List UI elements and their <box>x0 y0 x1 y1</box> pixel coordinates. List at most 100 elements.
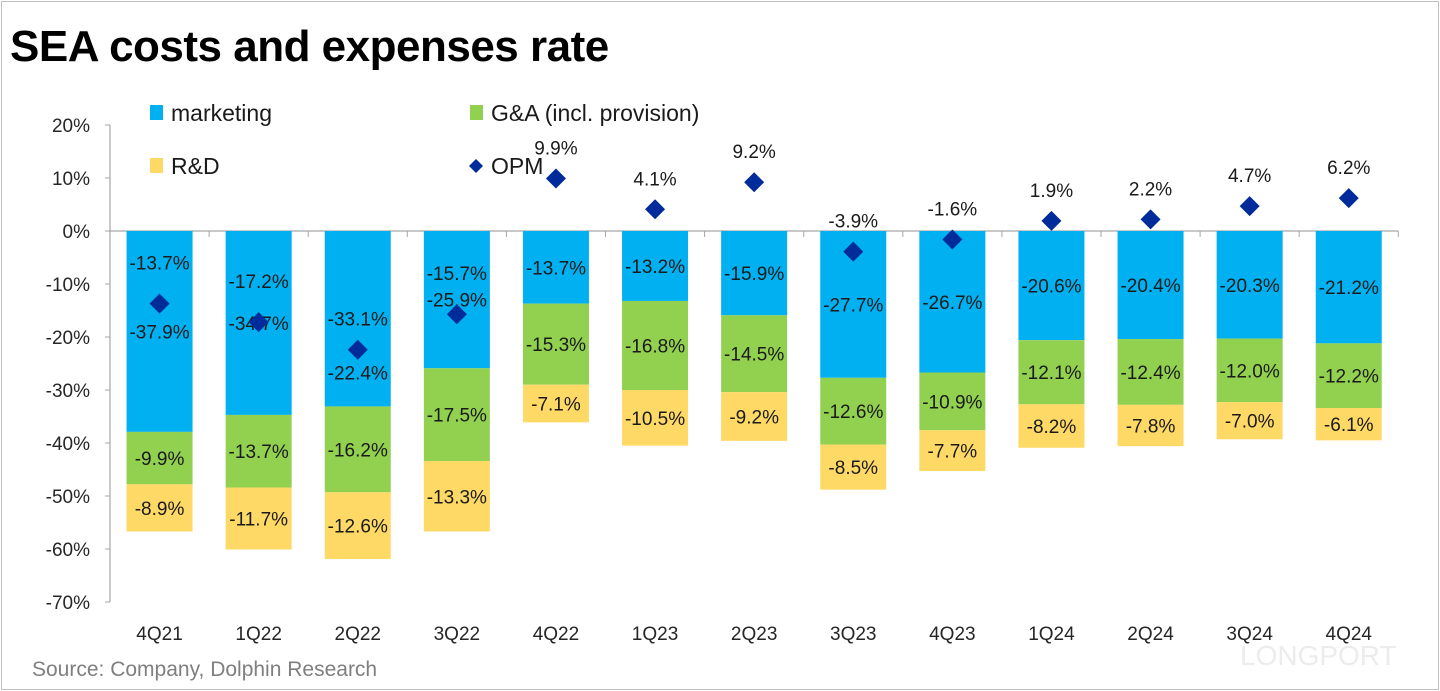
legend-label: OPM <box>491 153 543 179</box>
opm-label: -15.7% <box>427 264 487 285</box>
x-tick-label: 1Q24 <box>1028 624 1075 645</box>
y-tick-label: -40% <box>46 434 90 455</box>
data-label: -21.2% <box>1319 278 1379 299</box>
bar-marketing-4Q24 <box>1315 231 1382 344</box>
bar-rd-4Q21 <box>126 484 193 532</box>
data-label: -7.8% <box>1126 417 1176 438</box>
opm-label: 9.2% <box>732 142 775 163</box>
data-label: -15.9% <box>724 264 784 285</box>
watermark-logo: LONGPORT <box>1240 640 1397 671</box>
data-label: -8.9% <box>135 499 185 520</box>
bar-marketing-2Q23 <box>721 231 788 316</box>
bar-rd-1Q23 <box>622 390 689 446</box>
opm-marker-1Q22 <box>248 312 269 333</box>
x-tick-label: 2Q22 <box>335 624 381 645</box>
data-label: -17.5% <box>427 406 487 427</box>
x-tick-label: 4Q23 <box>929 624 975 645</box>
bar-ga-4Q24 <box>1315 343 1382 409</box>
data-label: -26.7% <box>922 293 982 314</box>
data-label: -13.2% <box>625 257 685 278</box>
opm-marker-4Q23 <box>942 229 963 250</box>
x-tick-label: 3Q23 <box>830 624 876 645</box>
opm-label: -22.4% <box>328 364 388 385</box>
data-label: -16.8% <box>625 336 685 357</box>
legend-label: R&D <box>171 153 220 179</box>
y-tick-label: 0% <box>63 222 91 243</box>
opm-marker-2Q23 <box>744 172 765 193</box>
legend-swatch <box>469 159 483 173</box>
opm-marker-4Q21 <box>149 293 170 314</box>
bar-rd-4Q24 <box>1315 408 1382 441</box>
data-label: -8.5% <box>828 458 878 479</box>
data-label: -9.9% <box>135 449 185 470</box>
legend-swatch <box>470 105 483 120</box>
data-label: -10.5% <box>625 409 685 430</box>
opm-label: 4.7% <box>1228 166 1271 187</box>
data-label: -13.7% <box>229 442 289 463</box>
legend-swatch <box>150 158 163 173</box>
bar-rd-3Q24 <box>1216 402 1283 440</box>
data-label: -12.1% <box>1021 363 1081 384</box>
data-label: -16.2% <box>328 440 388 461</box>
bar-ga-1Q23 <box>622 300 689 390</box>
bar-rd-4Q23 <box>919 430 986 472</box>
data-label: -12.6% <box>328 517 388 538</box>
opm-marker-1Q24 <box>1041 210 1062 231</box>
legend-label: G&A (incl. provision) <box>491 100 699 126</box>
bar-ga-1Q24 <box>1018 340 1085 405</box>
bar-ga-2Q24 <box>1117 339 1184 405</box>
data-label: -6.1% <box>1324 415 1374 436</box>
bar-ga-3Q24 <box>1216 338 1283 403</box>
data-label: -13.7% <box>526 258 586 279</box>
bar-rd-4Q22 <box>522 384 589 423</box>
opm-marker-2Q24 <box>1140 209 1161 230</box>
bar-rd-3Q22 <box>423 461 490 532</box>
x-tick-label: 3Q24 <box>1226 624 1273 645</box>
bar-ga-3Q23 <box>820 377 887 445</box>
bar-rd-3Q23 <box>820 444 887 490</box>
y-tick-label: 20% <box>52 116 90 137</box>
opm-marker-4Q22 <box>545 168 566 189</box>
data-label: -15.3% <box>526 335 586 356</box>
opm-label: 6.2% <box>1327 158 1370 179</box>
data-label: -25.9% <box>427 291 487 312</box>
opm-marker-3Q23 <box>843 241 864 262</box>
bar-marketing-3Q22 <box>423 231 490 369</box>
y-tick-label: -20% <box>46 328 90 349</box>
bar-marketing-4Q22 <box>522 231 589 304</box>
y-tick-label: -70% <box>46 593 90 614</box>
opm-label: 4.1% <box>633 169 676 190</box>
bar-ga-4Q22 <box>522 303 589 385</box>
data-label: -10.9% <box>922 392 982 413</box>
data-label: -11.7% <box>229 510 288 531</box>
data-label: -33.1% <box>328 310 388 331</box>
data-label: -9.2% <box>729 408 779 429</box>
bar-marketing-2Q24 <box>1117 231 1184 340</box>
opm-label: -13.7% <box>129 254 189 275</box>
bar-ga-3Q22 <box>423 368 490 462</box>
x-tick-label: 3Q22 <box>434 624 480 645</box>
x-tick-label: 1Q23 <box>632 624 678 645</box>
opm-marker-1Q23 <box>645 199 666 220</box>
source-note: Source: Company, Dolphin Research <box>32 658 378 681</box>
bar-rd-2Q22 <box>324 492 391 560</box>
y-tick-label: -60% <box>46 540 90 561</box>
bar-marketing-3Q24 <box>1216 231 1283 339</box>
bar-marketing-4Q21 <box>126 231 193 432</box>
bar-marketing-1Q24 <box>1018 231 1085 341</box>
x-tick-label: 2Q23 <box>731 624 777 645</box>
y-tick-label: -30% <box>46 381 90 402</box>
bar-ga-2Q23 <box>721 315 788 393</box>
data-label: -7.0% <box>1225 412 1275 433</box>
data-label: -12.2% <box>1319 367 1379 388</box>
data-label: -20.4% <box>1120 276 1180 297</box>
bar-rd-2Q24 <box>1117 404 1184 447</box>
opm-label: 1.9% <box>1030 181 1073 202</box>
data-label: -37.9% <box>129 322 189 343</box>
bar-marketing-4Q23 <box>919 231 986 373</box>
bar-ga-2Q22 <box>324 406 391 493</box>
data-label: -14.5% <box>724 345 784 366</box>
data-label: -20.6% <box>1021 277 1081 298</box>
data-label: -20.3% <box>1220 276 1280 297</box>
